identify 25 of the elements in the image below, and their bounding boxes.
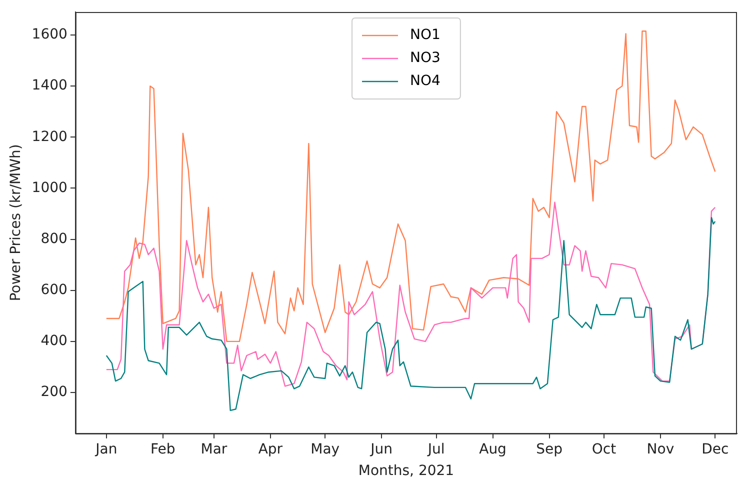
x-tick-label: May bbox=[310, 441, 340, 458]
legend-label: NO4 bbox=[410, 73, 441, 90]
x-tick-label: Dec bbox=[702, 441, 729, 458]
y-tick-label: 200 bbox=[40, 384, 68, 400]
y-tick-label: 1200 bbox=[32, 128, 68, 145]
y-tick-label: 400 bbox=[40, 333, 68, 350]
legend-label: NO3 bbox=[410, 50, 440, 66]
y-tick-label: 1400 bbox=[32, 78, 68, 94]
x-tick-label: Sep bbox=[536, 441, 563, 458]
y-tick-label: 1000 bbox=[32, 180, 68, 196]
x-tick-label: Mar bbox=[200, 441, 228, 458]
y-axis-title: Power Prices (kr/MWh) bbox=[8, 144, 24, 302]
x-tick-label: Feb bbox=[150, 441, 176, 458]
y-tick-label: 1600 bbox=[32, 26, 68, 43]
x-tick-label: Nov bbox=[646, 441, 674, 458]
x-tick-label: Aug bbox=[479, 441, 506, 458]
x-tick-label: Jul bbox=[426, 441, 445, 458]
x-axis-title: Months, 2021 bbox=[358, 463, 454, 480]
y-tick-label: 600 bbox=[40, 282, 68, 298]
x-tick-label: Oct bbox=[592, 441, 617, 458]
legend-label: NO1 bbox=[410, 27, 440, 44]
x-tick-label: Jan bbox=[94, 441, 118, 458]
y-tick-label: 800 bbox=[40, 230, 68, 247]
x-tick-label: Apr bbox=[258, 441, 283, 458]
x-tick-label: Jun bbox=[370, 441, 393, 458]
